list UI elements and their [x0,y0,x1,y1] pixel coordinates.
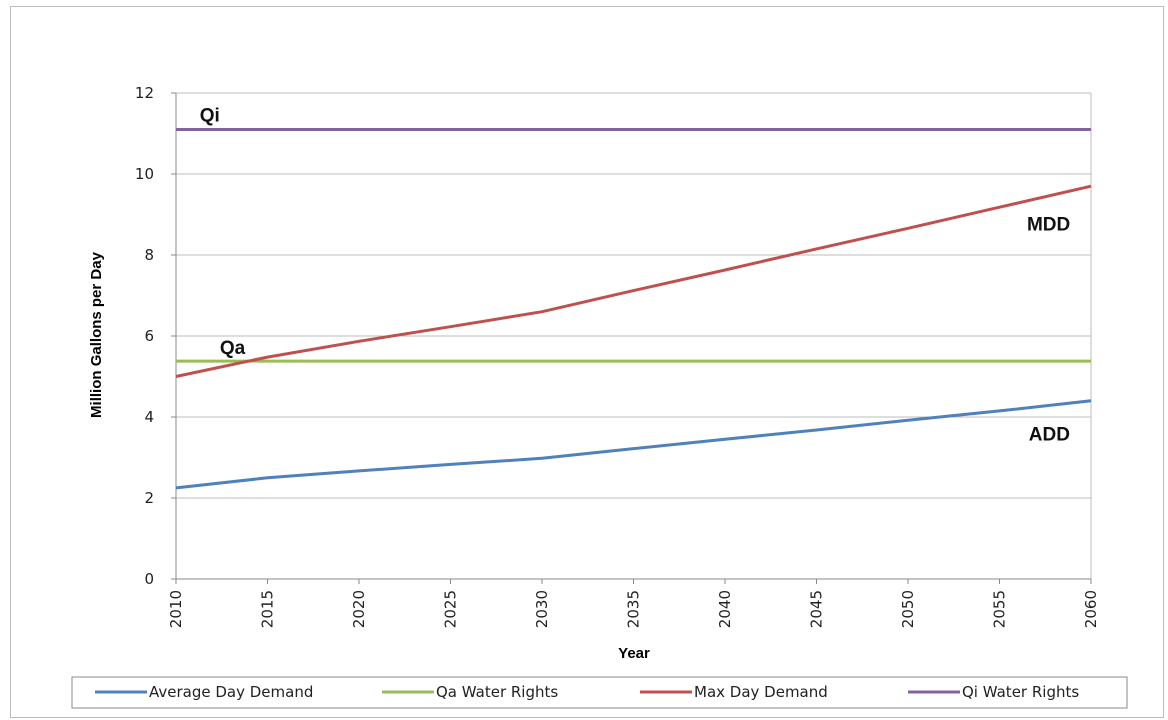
x-tick-label: 2020 [350,590,368,628]
legend-entry-label: Qi Water Rights [962,683,1079,701]
x-tick-label: 2055 [991,590,1009,628]
gridlines [176,92,1092,579]
x-tick-label: 2040 [716,590,734,628]
series-line-3 [175,184,1092,378]
legend-entry-label: Max Day Demand [694,683,828,701]
annotation-label: MDD [1027,215,1070,236]
y-tick-label: 6 [144,327,154,345]
axes: 0 2 4 6 8 10 12 2010 2015 2020 2025 2030 2035 2040 204… [135,84,1100,628]
x-tick-label: 2045 [808,590,826,628]
series-line-1 [175,399,1092,490]
y-tick-label: 8 [144,246,154,264]
legend-entry-label: Qa Water Rights [436,683,558,701]
annotations: Qi Qa MDD ADD [200,105,1070,445]
legend-entry-label: Average Day Demand [149,683,313,701]
x-tick-label: 2010 [167,590,185,628]
annotation-label: Qa [220,338,246,359]
x-axis-title: Year [618,645,650,662]
y-tick-label: 4 [144,408,154,426]
x-tick-label: 2060 [1082,590,1100,628]
series-lines [175,128,1092,490]
x-tick-label: 2025 [442,590,460,628]
y-axis-title: Million Gallons per Day [88,251,105,418]
x-tick-label: 2030 [533,590,551,628]
annotation-label: Qi [200,105,220,126]
y-tick-label: 0 [144,570,154,588]
y-tick-label: 10 [135,165,154,183]
y-tick-label: 12 [135,84,154,102]
y-tick-label: 2 [144,489,154,507]
x-tick-label: 2050 [899,590,917,628]
legend: Average Day Demand Qa Water Rights Max Day… [71,676,1128,709]
x-tick-label: 2015 [259,590,277,628]
annotation-label: ADD [1029,424,1070,445]
x-tick-label: 2035 [625,590,643,628]
